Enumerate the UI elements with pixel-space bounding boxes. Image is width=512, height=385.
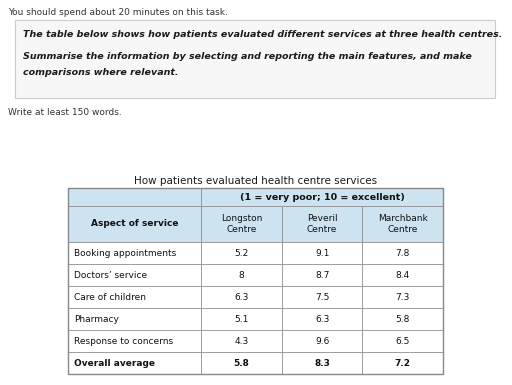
Text: 7.5: 7.5 xyxy=(315,293,329,301)
Text: Doctors’ service: Doctors’ service xyxy=(74,271,147,280)
Text: 8.7: 8.7 xyxy=(315,271,329,280)
Text: 9.1: 9.1 xyxy=(315,248,329,258)
Text: 6.3: 6.3 xyxy=(315,315,329,323)
Bar xyxy=(282,206,362,242)
Text: Response to concerns: Response to concerns xyxy=(74,336,173,345)
Bar xyxy=(68,352,201,374)
Bar xyxy=(68,330,201,352)
Bar xyxy=(68,286,201,308)
Bar xyxy=(362,352,443,374)
Bar xyxy=(15,20,495,98)
Bar xyxy=(201,330,282,352)
Text: 7.8: 7.8 xyxy=(395,248,410,258)
Text: 5.8: 5.8 xyxy=(233,358,249,368)
Text: Overall average: Overall average xyxy=(74,358,155,368)
Bar xyxy=(68,188,443,374)
Text: Marchbank
Centre: Marchbank Centre xyxy=(378,214,428,234)
Text: Care of children: Care of children xyxy=(74,293,146,301)
Text: 9.6: 9.6 xyxy=(315,336,329,345)
Text: (1 = very poor; 10 = excellent): (1 = very poor; 10 = excellent) xyxy=(240,192,404,201)
Text: The table below shows how patients evaluated different services at three health : The table below shows how patients evalu… xyxy=(23,30,502,39)
Text: 8.3: 8.3 xyxy=(314,358,330,368)
Text: Booking appointments: Booking appointments xyxy=(74,248,176,258)
Text: 6.3: 6.3 xyxy=(234,293,249,301)
Text: comparisons where relevant.: comparisons where relevant. xyxy=(23,68,179,77)
Bar xyxy=(68,206,201,242)
Bar xyxy=(201,264,282,286)
Text: 7.3: 7.3 xyxy=(395,293,410,301)
Text: Summarise the information by selecting and reporting the main features, and make: Summarise the information by selecting a… xyxy=(23,52,472,61)
Bar xyxy=(201,308,282,330)
Bar xyxy=(362,264,443,286)
Text: 8: 8 xyxy=(239,271,244,280)
Bar xyxy=(282,242,362,264)
Text: 5.8: 5.8 xyxy=(395,315,410,323)
Text: Aspect of service: Aspect of service xyxy=(91,219,178,229)
Bar xyxy=(68,264,201,286)
Bar xyxy=(201,242,282,264)
Text: Write at least 150 words.: Write at least 150 words. xyxy=(8,108,122,117)
Bar xyxy=(201,188,443,206)
Bar xyxy=(68,188,201,206)
Bar xyxy=(282,352,362,374)
Text: 4.3: 4.3 xyxy=(234,336,248,345)
Bar xyxy=(362,206,443,242)
Text: How patients evaluated health centre services: How patients evaluated health centre ser… xyxy=(134,176,377,186)
Text: Peveril
Centre: Peveril Centre xyxy=(307,214,337,234)
Bar xyxy=(282,308,362,330)
Bar xyxy=(68,308,201,330)
Text: Pharmacy: Pharmacy xyxy=(74,315,119,323)
Bar xyxy=(362,308,443,330)
Text: You should spend about 20 minutes on this task.: You should spend about 20 minutes on thi… xyxy=(8,8,228,17)
Text: Longston
Centre: Longston Centre xyxy=(221,214,262,234)
Text: 7.2: 7.2 xyxy=(395,358,411,368)
Bar xyxy=(362,242,443,264)
Bar xyxy=(201,352,282,374)
Text: 6.5: 6.5 xyxy=(395,336,410,345)
Text: 5.1: 5.1 xyxy=(234,315,249,323)
Bar xyxy=(362,330,443,352)
Bar xyxy=(201,286,282,308)
Bar xyxy=(282,286,362,308)
Text: 8.4: 8.4 xyxy=(396,271,410,280)
Bar xyxy=(282,264,362,286)
Bar xyxy=(201,206,282,242)
Bar xyxy=(68,242,201,264)
Bar xyxy=(282,330,362,352)
Bar xyxy=(362,286,443,308)
Text: 5.2: 5.2 xyxy=(234,248,248,258)
